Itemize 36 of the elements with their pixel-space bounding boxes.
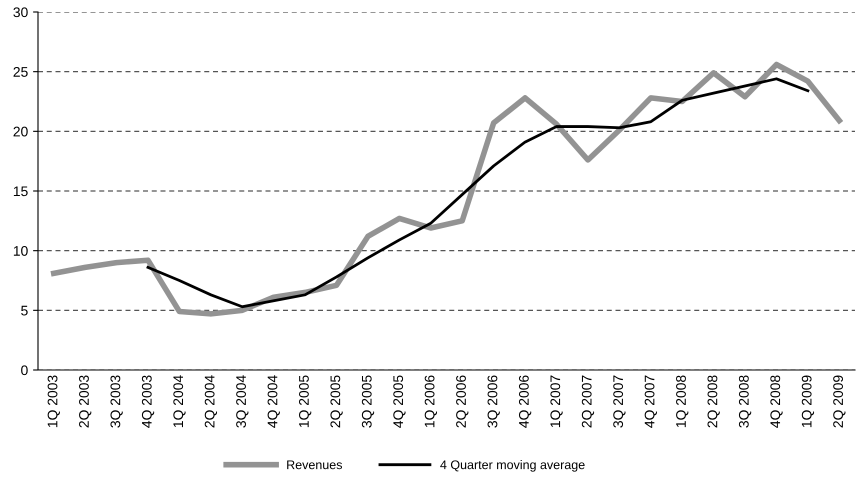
x-tick-label: 2Q 2007 bbox=[582, 376, 594, 428]
x-tick-label: 1Q 2006 bbox=[424, 375, 438, 428]
x-tick-label: 4Q 2003 bbox=[142, 375, 154, 428]
x-tick-label: 3Q 2006 bbox=[488, 375, 500, 428]
x-tick-label: 4Q 2006 bbox=[518, 375, 532, 428]
x-tick-label: 4Q 2007 bbox=[644, 376, 657, 428]
x-tick-label: 3Q 2008 bbox=[738, 375, 752, 428]
legend-label: 4 Quarter moving average bbox=[440, 460, 585, 472]
x-tick-label: 2Q 2005 bbox=[330, 375, 343, 428]
y-tick-label: 0 bbox=[21, 365, 28, 376]
y-tick-label: 25 bbox=[14, 67, 28, 77]
x-tick-label: 4Q 2008 bbox=[770, 375, 783, 428]
x-tick-label: 3Q 2004 bbox=[236, 375, 248, 428]
x-tick-label: 4Q 2005 bbox=[393, 375, 406, 428]
y-tick-label: 5 bbox=[21, 306, 28, 316]
x-tick-label: 1Q 2005 bbox=[298, 375, 312, 428]
x-tick-label: 1Q 2003 bbox=[48, 375, 60, 428]
x-tick-label: 1Q 2009 bbox=[802, 376, 814, 428]
x-tick-label: 2Q 2003 bbox=[79, 375, 92, 428]
x-tick-label: 2Q 2004 bbox=[204, 375, 218, 428]
y-tick-label: 30 bbox=[13, 7, 28, 18]
x-tick-label: 2Q 2008 bbox=[707, 375, 720, 428]
x-tick-label: 3Q 2007 bbox=[613, 376, 626, 428]
x-tick-label: 1Q 2007 bbox=[550, 376, 563, 428]
x-tick-label: 1Q 2008 bbox=[676, 375, 688, 428]
line-series bbox=[146, 77, 810, 308]
x-tick-label: 2Q 2009 bbox=[833, 376, 846, 428]
y-tick-label: 10 bbox=[14, 246, 28, 256]
x-tick-label: 4Q 2004 bbox=[268, 375, 280, 428]
x-tick-label: 3Q 2003 bbox=[110, 375, 123, 428]
x-tick-label: 1Q 2004 bbox=[173, 375, 186, 428]
y-tick-label: 20 bbox=[14, 126, 28, 137]
y-tick-label: 15 bbox=[14, 186, 28, 196]
x-tick-label: 2Q 2006 bbox=[456, 375, 468, 428]
legend-label: Revenues bbox=[287, 460, 342, 470]
x-tick-label: 3Q 2005 bbox=[362, 375, 374, 428]
